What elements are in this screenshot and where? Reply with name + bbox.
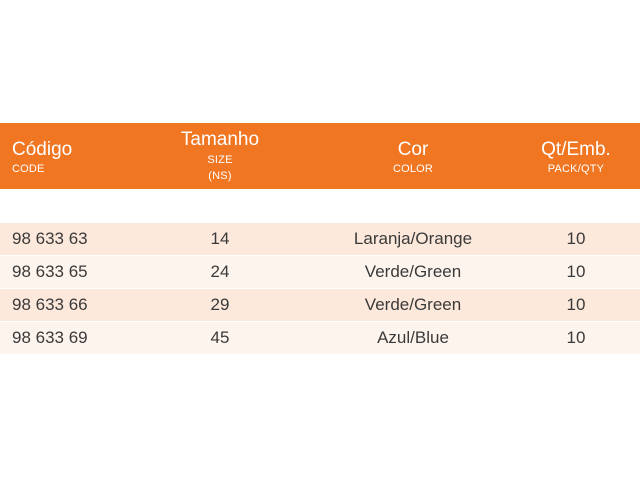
header-qty-sub: PACK/QTY bbox=[547, 163, 605, 175]
cell-qty: 10 bbox=[566, 229, 586, 248]
cell-qty: 10 bbox=[566, 295, 586, 314]
header-qty-label: Qt/Emb. bbox=[541, 139, 611, 160]
cell-size: 14 bbox=[210, 229, 230, 248]
cell-code: 98 633 65 bbox=[12, 262, 88, 281]
header-color-label: Cor bbox=[397, 139, 429, 160]
table-header: Código CODE Tamanho SIZE (NS) Cor COLOR … bbox=[0, 123, 640, 189]
header-size-label: Tamanho bbox=[180, 129, 260, 150]
cell-color: Verde/Green bbox=[364, 262, 462, 281]
cell-code: 98 633 63 bbox=[12, 229, 88, 248]
header-size-unit: (NS) bbox=[208, 170, 232, 182]
header-size: Tamanho SIZE (NS) bbox=[160, 123, 280, 189]
header-code-label: Código bbox=[12, 139, 73, 160]
cell-size: 45 bbox=[210, 328, 230, 347]
cell-color: Verde/Green bbox=[364, 295, 462, 314]
cell-qty: 10 bbox=[566, 328, 586, 347]
table-row: 98 633 65 24 Verde/Green 10 bbox=[0, 256, 640, 288]
header-spacer bbox=[0, 189, 640, 223]
cell-size: 29 bbox=[210, 295, 230, 314]
header-code-sub: CODE bbox=[12, 163, 45, 175]
table-row: 98 633 63 14 Laranja/Orange 10 bbox=[0, 223, 640, 255]
table-row: 98 633 69 45 Azul/Blue 10 bbox=[0, 322, 640, 354]
header-color: Cor COLOR bbox=[353, 123, 473, 189]
header-color-sub: COLOR bbox=[392, 163, 434, 175]
cell-code: 98 633 69 bbox=[12, 328, 88, 347]
cell-code: 98 633 66 bbox=[12, 295, 88, 314]
cell-size: 24 bbox=[210, 262, 230, 281]
cell-qty: 10 bbox=[566, 262, 586, 281]
cell-color: Azul/Blue bbox=[377, 328, 449, 347]
header-qty: Qt/Emb. PACK/QTY bbox=[516, 123, 636, 189]
table-row: 98 633 66 29 Verde/Green 10 bbox=[0, 289, 640, 321]
header-size-sub: SIZE bbox=[207, 154, 233, 166]
cell-color: Laranja/Orange bbox=[353, 229, 473, 248]
